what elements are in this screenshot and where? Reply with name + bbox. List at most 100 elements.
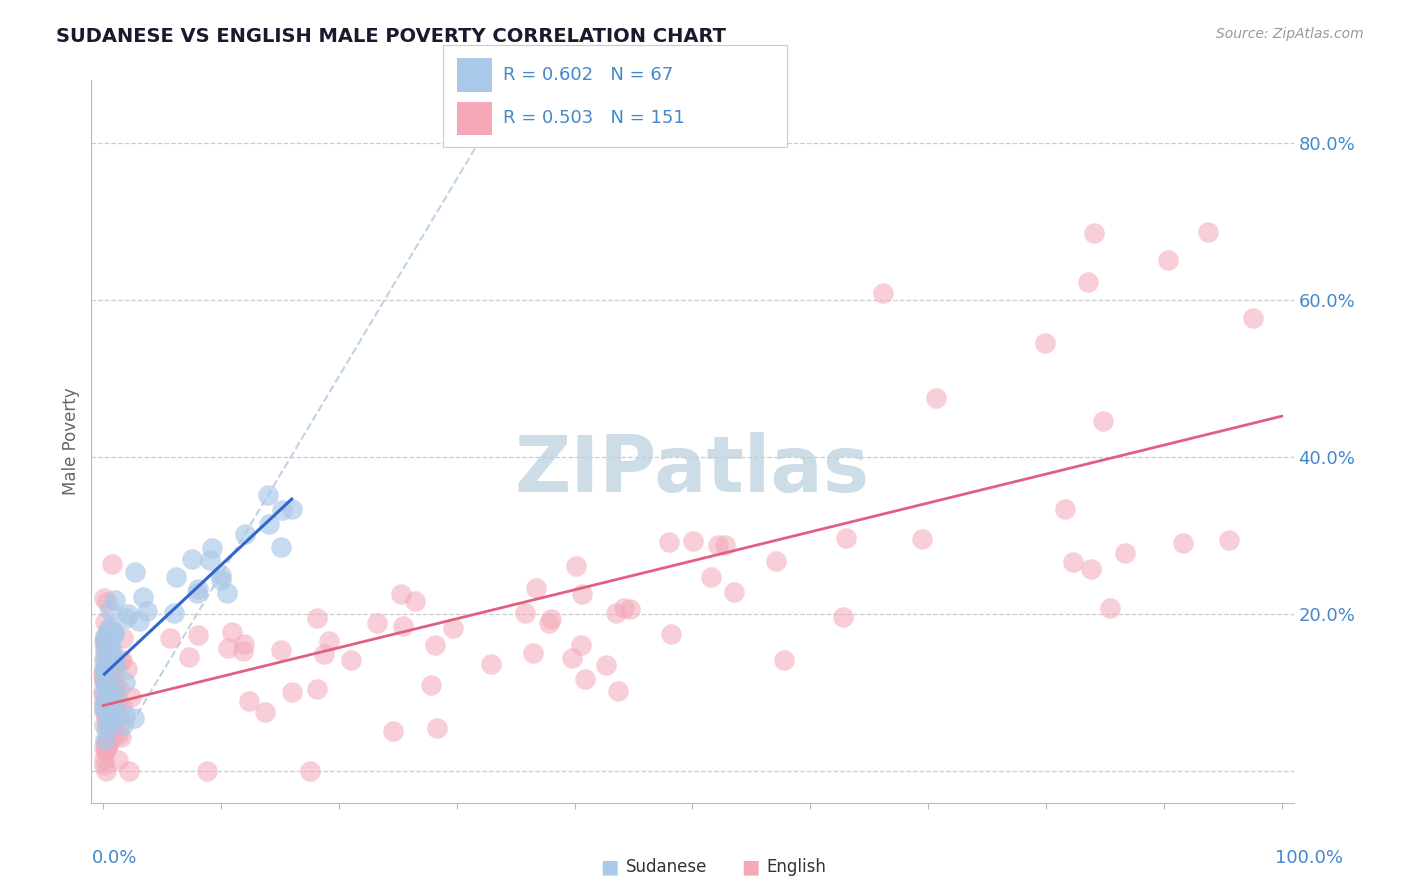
Point bbox=[93, 698, 115, 713]
Point bbox=[103, 677, 125, 691]
Point bbox=[165, 569, 187, 583]
Point bbox=[94, 648, 117, 663]
Point bbox=[100, 676, 122, 690]
Point bbox=[100, 695, 122, 709]
Point bbox=[835, 531, 858, 545]
Point bbox=[1076, 275, 1098, 289]
Point bbox=[100, 684, 122, 698]
Point bbox=[221, 625, 243, 640]
Point bbox=[91, 685, 114, 699]
Point bbox=[114, 708, 136, 723]
Point bbox=[93, 752, 115, 766]
Point bbox=[238, 694, 260, 708]
Point bbox=[97, 678, 120, 692]
Point bbox=[595, 657, 617, 672]
Point bbox=[96, 734, 118, 748]
Point bbox=[96, 741, 118, 756]
Point bbox=[299, 764, 322, 779]
Point bbox=[96, 628, 118, 642]
Point bbox=[98, 603, 121, 617]
Point bbox=[97, 681, 120, 695]
Point bbox=[426, 721, 449, 735]
Point bbox=[97, 720, 120, 734]
Point bbox=[98, 643, 121, 657]
Point bbox=[93, 666, 115, 681]
Point bbox=[1157, 252, 1180, 267]
Point bbox=[96, 653, 118, 667]
Point bbox=[104, 705, 127, 719]
Point bbox=[98, 733, 121, 747]
Text: SUDANESE VS ENGLISH MALE POVERTY CORRELATION CHART: SUDANESE VS ENGLISH MALE POVERTY CORRELA… bbox=[56, 27, 727, 45]
Point bbox=[392, 619, 415, 633]
Point bbox=[1243, 311, 1265, 326]
Point bbox=[163, 607, 186, 621]
Point bbox=[613, 601, 636, 615]
Point bbox=[1033, 335, 1056, 350]
Point bbox=[339, 653, 361, 667]
Point bbox=[209, 574, 232, 588]
Point bbox=[114, 674, 136, 689]
Point bbox=[111, 653, 134, 667]
Point bbox=[96, 715, 118, 730]
Point bbox=[93, 671, 115, 685]
Point bbox=[1092, 414, 1115, 428]
Point bbox=[713, 537, 735, 551]
Point bbox=[254, 705, 277, 719]
Point bbox=[94, 629, 117, 643]
Point bbox=[404, 594, 426, 608]
Point bbox=[94, 640, 117, 654]
Point bbox=[96, 595, 118, 609]
Point bbox=[94, 680, 117, 694]
Point bbox=[540, 612, 562, 626]
Point bbox=[911, 532, 934, 546]
Point bbox=[93, 693, 115, 707]
Point bbox=[107, 728, 129, 742]
Point bbox=[479, 657, 502, 671]
Text: ■: ■ bbox=[600, 857, 619, 877]
Point bbox=[1171, 535, 1194, 549]
Point bbox=[700, 570, 723, 584]
Text: R = 0.602   N = 67: R = 0.602 N = 67 bbox=[503, 66, 673, 85]
Point bbox=[101, 728, 124, 742]
Point bbox=[98, 700, 121, 714]
Point bbox=[97, 699, 120, 714]
Point bbox=[181, 552, 204, 566]
Point bbox=[419, 678, 441, 692]
Point bbox=[831, 609, 853, 624]
Point bbox=[93, 674, 115, 689]
Point bbox=[93, 591, 115, 605]
Point bbox=[111, 631, 134, 645]
Text: Source: ZipAtlas.com: Source: ZipAtlas.com bbox=[1216, 27, 1364, 41]
Point bbox=[1114, 546, 1136, 560]
Point bbox=[107, 753, 129, 767]
Point bbox=[107, 694, 129, 708]
Point bbox=[96, 703, 118, 717]
Point bbox=[93, 758, 115, 772]
Point bbox=[93, 702, 115, 716]
Point bbox=[94, 708, 117, 723]
Point bbox=[232, 643, 254, 657]
Point bbox=[93, 673, 115, 688]
Point bbox=[307, 611, 329, 625]
Point bbox=[101, 663, 124, 677]
Point bbox=[765, 554, 787, 568]
Point bbox=[104, 687, 127, 701]
Point bbox=[100, 694, 122, 708]
Point bbox=[103, 626, 125, 640]
Point bbox=[104, 653, 127, 667]
Point bbox=[441, 621, 464, 635]
Point bbox=[93, 634, 115, 648]
Point bbox=[128, 614, 150, 628]
Point bbox=[723, 585, 745, 599]
Point bbox=[124, 565, 146, 579]
Point bbox=[93, 663, 115, 677]
Point bbox=[682, 534, 704, 549]
Point bbox=[93, 698, 115, 712]
Point bbox=[94, 735, 117, 749]
Point bbox=[281, 502, 304, 516]
Point bbox=[872, 285, 894, 300]
Point bbox=[93, 695, 115, 709]
Point bbox=[187, 627, 209, 641]
Point bbox=[96, 713, 118, 727]
Point bbox=[93, 698, 115, 712]
